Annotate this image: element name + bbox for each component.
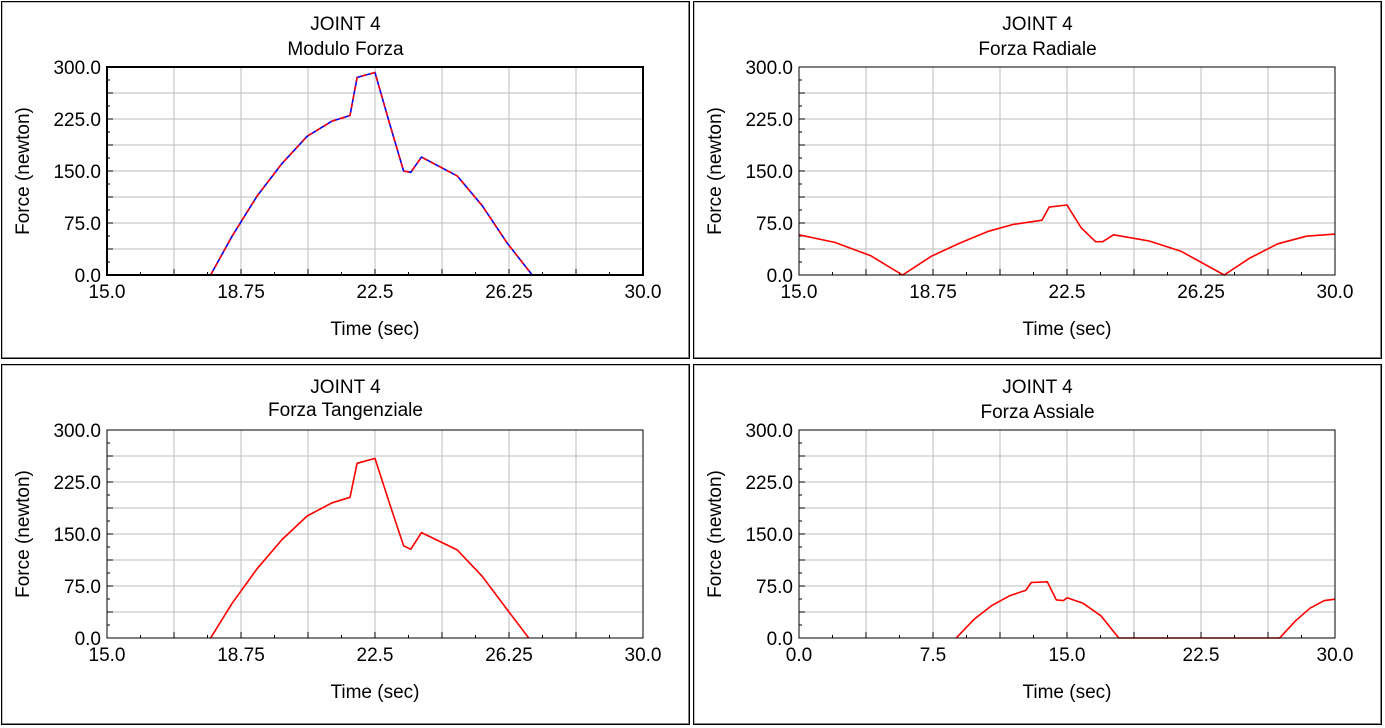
y-axis-label: Force (newton) xyxy=(13,470,34,598)
chart-title: JOINT 4 xyxy=(310,377,381,398)
x-axis-label: Time (sec) xyxy=(330,682,419,703)
x-tick-label: 22.5 xyxy=(1183,645,1220,666)
chart-subtitle: Forza Tangenziale xyxy=(268,400,423,421)
x-tick-label: 15.0 xyxy=(89,282,126,303)
x-axis-label: Time (sec) xyxy=(1022,319,1111,340)
y-tick-label: 150.0 xyxy=(53,162,101,183)
y-tick-label: 75.0 xyxy=(64,214,101,235)
plot-frame xyxy=(798,66,1336,276)
plot-frame xyxy=(106,66,644,276)
x-tick-label: 30.0 xyxy=(1317,282,1354,303)
chart-panel-forza-tangenziale: JOINT 4 Forza Tangenziale 15.0 18.75 22.5 2… xyxy=(1,364,690,725)
x-tick-label: 22.5 xyxy=(1049,282,1086,303)
y-tick-label: 0.0 xyxy=(767,629,793,650)
x-tick-label: 7.5 xyxy=(920,645,946,666)
x-tick-label: 22.5 xyxy=(357,282,394,303)
chart-panel-forza-assiale: JOINT 4 Forza Assiale 0.0 7.5 15.0 22.5 30.0… xyxy=(693,364,1382,725)
series-line-2 xyxy=(209,71,533,276)
y-tick-label: 300.0 xyxy=(53,421,101,442)
chart-subtitle: Forza Assiale xyxy=(980,402,1095,423)
y-tick-label: 150.0 xyxy=(745,525,793,546)
x-tick-label: 26.25 xyxy=(485,282,533,303)
y-tick-label: 75.0 xyxy=(756,214,793,235)
series-line-1 xyxy=(955,581,1336,639)
series-line-1 xyxy=(209,71,533,276)
y-axis-label: Force (newton) xyxy=(705,107,726,235)
y-tick-label: 300.0 xyxy=(745,421,793,442)
x-tick-label: 18.75 xyxy=(217,282,265,303)
chart-subtitle: Forza Radiale xyxy=(978,39,1097,60)
x-axis-label: Time (sec) xyxy=(1022,682,1111,703)
x-tick-label: 18.75 xyxy=(909,282,957,303)
y-tick-label: 0.0 xyxy=(75,266,101,287)
y-axis-label: Force (newton) xyxy=(13,107,34,235)
y-tick-label: 150.0 xyxy=(53,525,101,546)
x-tick-label: 15.0 xyxy=(89,645,126,666)
line-chart: 15.0 18.75 22.5 26.25 30.0 0.0 75.0 150.0 225.0 3… xyxy=(13,421,662,703)
plot-frame xyxy=(798,429,1336,639)
x-tick-label: 18.75 xyxy=(217,645,265,666)
x-tick-label: 15.0 xyxy=(781,282,818,303)
x-tick-label: 0.0 xyxy=(786,645,812,666)
y-tick-label: 225.0 xyxy=(53,473,101,494)
chart-title: JOINT 4 xyxy=(1002,14,1073,35)
line-chart: 0.0 7.5 15.0 22.5 30.0 0.0 75.0 150.0 225.0 300.0… xyxy=(705,421,1354,703)
y-tick-label: 300.0 xyxy=(53,58,101,79)
series-line-1 xyxy=(209,457,530,639)
y-tick-label: 0.0 xyxy=(767,266,793,287)
x-tick-label: 22.5 xyxy=(357,645,394,666)
plot-frame xyxy=(106,429,644,639)
chart-panel-forza-radiale: JOINT 4 Forza Radiale 15.0 18.75 22.5 26.25… xyxy=(693,1,1382,359)
y-tick-label: 0.0 xyxy=(75,629,101,650)
x-tick-label: 30.0 xyxy=(625,645,662,666)
y-tick-label: 225.0 xyxy=(745,473,793,494)
line-chart: 15.0 18.75 22.5 26.25 30.0 0.0 75.0 150.0 225.0 3… xyxy=(705,58,1354,340)
series-line-1 xyxy=(798,204,1336,276)
x-tick-label: 26.25 xyxy=(485,645,533,666)
y-tick-label: 300.0 xyxy=(745,58,793,79)
y-tick-label: 225.0 xyxy=(53,110,101,131)
chart-title: JOINT 4 xyxy=(310,14,381,35)
y-axis-label: Force (newton) xyxy=(705,470,726,598)
y-tick-label: 225.0 xyxy=(745,110,793,131)
x-tick-label: 26.25 xyxy=(1177,282,1225,303)
chart-title: JOINT 4 xyxy=(1002,377,1073,398)
y-tick-label: 150.0 xyxy=(745,162,793,183)
x-axis-label: Time (sec) xyxy=(330,319,419,340)
x-tick-label: 30.0 xyxy=(1317,645,1354,666)
line-chart: 15.0 18.75 22.5 26.25 30.0 0.0 75.0 150.0 225.0 3… xyxy=(13,58,662,340)
x-tick-label: 15.0 xyxy=(1049,645,1086,666)
y-tick-label: 75.0 xyxy=(756,577,793,598)
chart-panel-modulo-forza: JOINT 4 Modulo Forza 15.0 18.75 22.5 26.25 3… xyxy=(1,1,690,359)
x-tick-label: 30.0 xyxy=(625,282,662,303)
y-tick-label: 75.0 xyxy=(64,577,101,598)
chart-subtitle: Modulo Forza xyxy=(287,39,404,60)
